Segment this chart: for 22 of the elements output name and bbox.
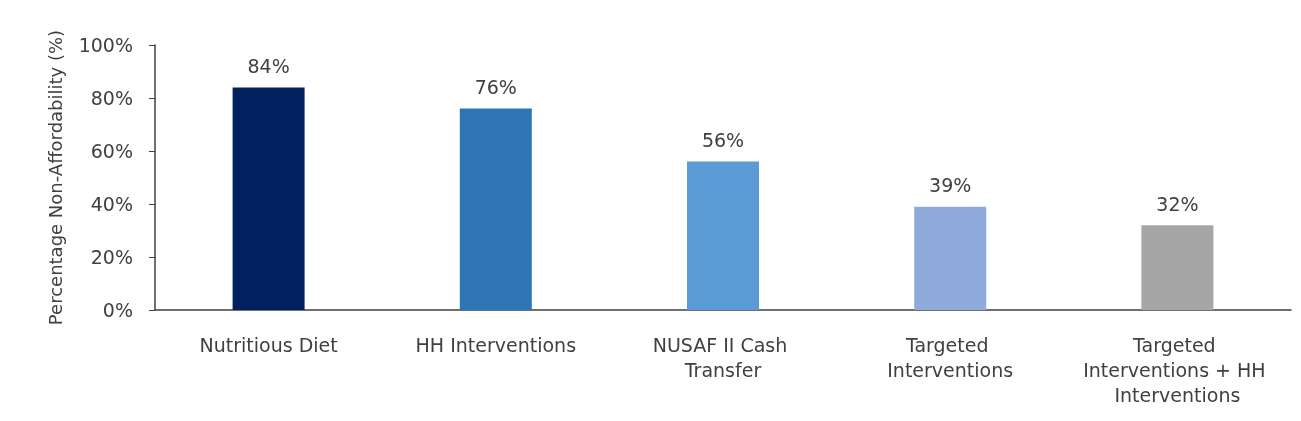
- bar: [232, 87, 305, 310]
- data-label: 39%: [929, 174, 972, 197]
- y-tick-label: 100%: [78, 34, 133, 56]
- y-tick-label: 0%: [102, 299, 133, 321]
- y-tick-label: 60%: [90, 140, 133, 162]
- y-tick-label: 40%: [90, 193, 133, 215]
- bar: [1141, 225, 1214, 310]
- data-label: 32%: [1156, 192, 1199, 215]
- bar: [687, 161, 759, 310]
- data-label: 84%: [247, 54, 290, 77]
- y-tick-label: 80%: [90, 87, 133, 109]
- bar: [914, 206, 987, 310]
- y-axis-title: Percentage Non-Affordability (%): [45, 29, 67, 326]
- x-tick-label: Targeted Interventions + HH Interventions: [1083, 333, 1272, 406]
- bar: [459, 108, 532, 310]
- y-tick-label: 20%: [90, 246, 133, 268]
- x-tick-label: NUSAF II Cash Transfer: [652, 333, 794, 381]
- data-label: 56%: [701, 129, 745, 152]
- data-label: 76%: [474, 76, 517, 99]
- x-tick-label: Targeted Interventions: [887, 333, 1014, 381]
- x-tick-label: HH Interventions: [415, 333, 577, 356]
- x-tick-label: Nutritious Diet: [199, 333, 338, 356]
